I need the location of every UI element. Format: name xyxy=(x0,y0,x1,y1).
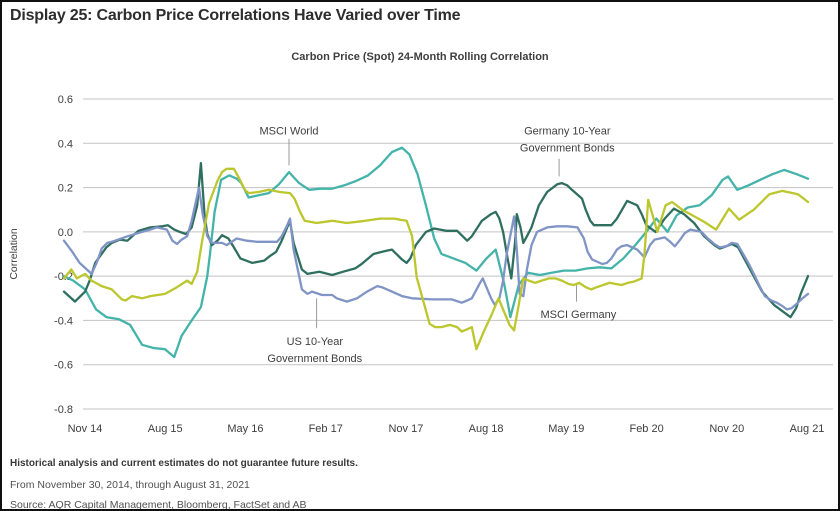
y-tick-label: -0.6 xyxy=(54,360,73,372)
footer-source: Source: AQR Capital Management, Bloomber… xyxy=(10,499,307,511)
x-tick-label: Nov 17 xyxy=(388,423,423,435)
x-tick-label: Nov 14 xyxy=(68,423,103,435)
annotation-label-germany-bonds: Germany 10-Year Government Bonds xyxy=(520,125,615,154)
footer-disclaimer: Historical analysis and current estimate… xyxy=(10,458,358,469)
chart-subtitle: Carbon Price (Spot) 24-Month Rolling Cor… xyxy=(291,51,549,63)
page-title: Display 25: Carbon Price Correlations Ha… xyxy=(10,7,461,24)
y-tick-label: 0.6 xyxy=(58,94,73,106)
series-line-us-bonds xyxy=(62,186,810,311)
y-tick-label: 0.0 xyxy=(58,227,73,239)
annotation-label-us-bonds: US 10-Year Government Bonds xyxy=(267,336,362,365)
annotation-label-msci-world: MSCI World xyxy=(259,125,318,137)
y-axis-title: Correlation xyxy=(8,228,20,280)
annotation-label-msci-germany: MSCI Germany xyxy=(541,309,617,321)
footer-date-range: From November 30, 2014, through August 3… xyxy=(10,479,250,491)
series-line-msci-germany xyxy=(62,167,810,351)
x-tick-label: May 19 xyxy=(548,423,584,435)
y-tick-label: -0.8 xyxy=(54,404,73,416)
x-tick-label: Aug 21 xyxy=(790,423,825,435)
y-tick-label: 0.4 xyxy=(58,138,73,150)
x-tick-label: Feb 17 xyxy=(309,423,343,435)
x-tick-label: Aug 15 xyxy=(148,423,183,435)
x-tick-label: Feb 20 xyxy=(629,423,663,435)
series-line-msci-world xyxy=(62,146,810,359)
x-tick-label: May 16 xyxy=(227,423,263,435)
x-tick-label: Aug 18 xyxy=(469,423,504,435)
y-tick-label: 0.2 xyxy=(58,183,73,195)
y-tick-label: -0.4 xyxy=(54,315,73,327)
x-tick-label: Nov 20 xyxy=(709,423,744,435)
